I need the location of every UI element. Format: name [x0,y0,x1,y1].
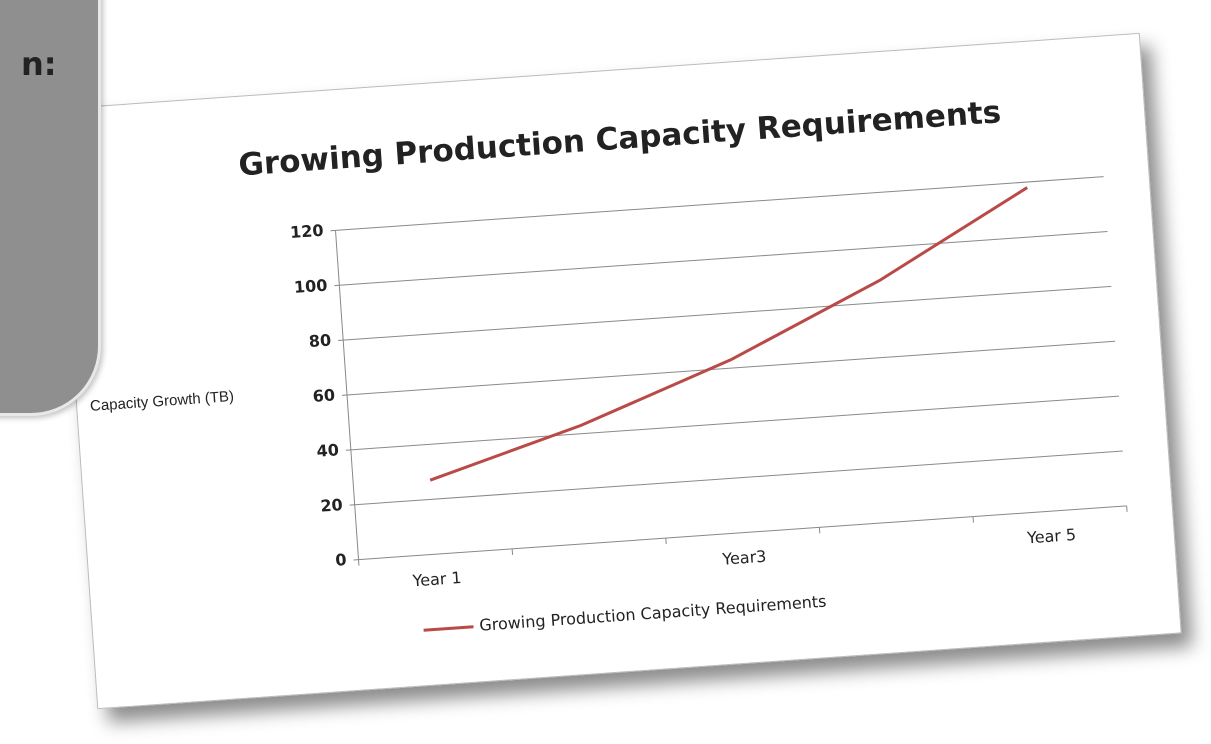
chart-title: Growing Production Capacity Requirements [237,94,1002,183]
grid-line [346,340,1116,396]
y-tick-label: 40 [316,440,340,461]
grid-line [354,450,1123,506]
y-tick-label: 100 [293,276,328,297]
y-tick-label: 20 [320,495,344,516]
x-tick-label: Year3 [721,547,767,569]
x-tick-label: Year 1 [411,568,462,590]
grid-line [343,285,1112,341]
legend-swatch [423,625,474,632]
y-tick-label: 0 [335,550,347,570]
x-tick-label: Year 5 [1025,525,1076,547]
panel-text: n: [21,45,57,83]
y-tick-label: 80 [308,330,332,351]
grid-line [335,176,1104,231]
x-axis [358,505,1127,561]
y-tick-label: 120 [289,221,324,242]
y-tick-label: 60 [312,385,336,406]
chart-card: Growing Production Capacity Requirements… [55,32,1182,710]
y-axis [335,230,360,560]
grid-line [339,231,1108,286]
legend-label: Growing Production Capacity Requirements [479,592,827,635]
chart: Growing Production Capacity Requirements… [237,94,1128,635]
side-panel: n: [0,0,101,416]
data-line [429,186,1028,482]
grid-line [350,395,1120,451]
